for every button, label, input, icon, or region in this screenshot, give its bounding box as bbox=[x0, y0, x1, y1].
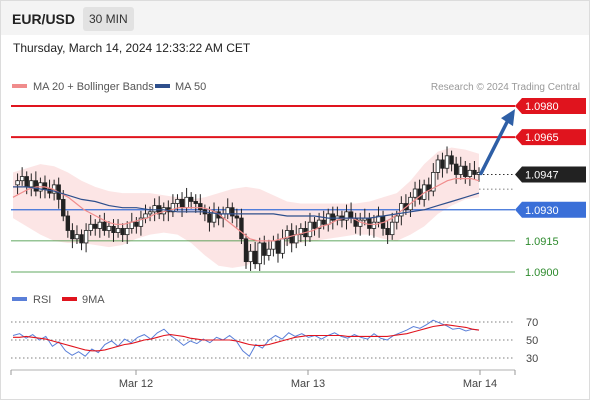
x-tick-label-2: Mar 14 bbox=[463, 378, 497, 390]
timeframe-badge[interactable]: 30 MIN bbox=[83, 7, 134, 31]
bollinger-band-area bbox=[13, 147, 479, 268]
level-label-0: 1.0980 bbox=[525, 101, 559, 113]
candle bbox=[134, 217, 139, 234]
level-label-1-tag bbox=[515, 129, 586, 146]
rsi-ma9-line bbox=[13, 324, 480, 352]
legend-swatch-9ma bbox=[62, 297, 77, 301]
candle bbox=[307, 212, 313, 242]
level-label-0-tag bbox=[515, 98, 586, 114]
candle bbox=[257, 237, 262, 271]
candle bbox=[170, 194, 176, 218]
candle bbox=[106, 221, 112, 238]
level-labels: 1.0980 1.0965 1.0930 1.0915 1.0900 1.0947 bbox=[515, 98, 586, 279]
level-label-1: 1.0965 bbox=[525, 132, 559, 144]
candle bbox=[467, 163, 473, 186]
candle bbox=[298, 223, 304, 242]
level-label-3: 1.0915 bbox=[525, 236, 559, 248]
symbol-title: EUR/USD bbox=[12, 11, 76, 27]
candle bbox=[29, 173, 34, 197]
candle bbox=[88, 214, 93, 236]
candle bbox=[102, 212, 107, 236]
candle bbox=[147, 206, 153, 222]
key-levels bbox=[11, 105, 515, 273]
candle bbox=[125, 221, 130, 244]
x-tick-label-0: Mar 12 bbox=[119, 378, 153, 390]
candle bbox=[33, 171, 39, 197]
candle bbox=[463, 160, 468, 184]
legend-swatch-ma50 bbox=[155, 84, 170, 88]
moving-averages bbox=[12, 178, 480, 242]
timestamp: Thursday, March 14, 2024 12:33:22 AM CET bbox=[13, 41, 251, 55]
candle bbox=[266, 239, 272, 261]
rsi-line bbox=[12, 319, 480, 357]
candle bbox=[97, 214, 103, 238]
rsi-tick-50: 50 bbox=[526, 335, 538, 347]
candle bbox=[74, 225, 80, 244]
candle bbox=[93, 219, 98, 236]
candle bbox=[120, 223, 125, 242]
candle bbox=[230, 202, 235, 224]
candle bbox=[458, 156, 463, 180]
candle bbox=[65, 210, 71, 238]
legend-label-9ma: 9MA bbox=[82, 294, 105, 306]
candle bbox=[312, 217, 317, 236]
candle bbox=[440, 152, 445, 178]
forecast bbox=[479, 109, 515, 190]
candle bbox=[344, 204, 349, 230]
bollinger-bands bbox=[13, 147, 479, 268]
legend-label-ma50: MA 50 bbox=[175, 81, 206, 93]
candle bbox=[358, 212, 363, 236]
candle bbox=[188, 192, 194, 209]
candle bbox=[70, 223, 75, 249]
candle bbox=[83, 223, 89, 253]
candle bbox=[111, 219, 116, 242]
candle bbox=[453, 156, 459, 184]
level-label-4: 1.0900 bbox=[525, 267, 559, 279]
candle bbox=[412, 181, 418, 207]
legend-label-ma20: MA 20 + Bollinger Bands bbox=[33, 81, 154, 93]
candle bbox=[284, 225, 290, 247]
candle bbox=[321, 210, 326, 230]
rsi-tick-70: 70 bbox=[526, 317, 538, 329]
x-tick-label-1: Mar 13 bbox=[291, 378, 325, 390]
candle bbox=[234, 208, 240, 228]
ma20-line bbox=[12, 178, 480, 242]
candle bbox=[444, 146, 450, 174]
candle bbox=[435, 154, 441, 180]
chart-header: EUR/USD 30 MIN bbox=[1, 1, 589, 35]
candle bbox=[239, 208, 244, 244]
candle bbox=[207, 206, 212, 232]
rsi-panel: 70 50 30 bbox=[11, 317, 538, 365]
legend-swatch-rsi bbox=[12, 297, 27, 301]
candle bbox=[385, 221, 390, 244]
current-price-label-tag bbox=[515, 166, 586, 183]
current-price-label: 1.0947 bbox=[525, 169, 559, 181]
legend-label-rsi: RSI bbox=[33, 294, 51, 306]
candle bbox=[252, 241, 258, 269]
source-credit: Research © 2024 Trading Central bbox=[431, 82, 580, 93]
x-axis: Mar 12 Mar 13 Mar 14 bbox=[10, 370, 516, 390]
candle bbox=[449, 150, 454, 172]
forecast-arrow-head bbox=[501, 109, 515, 127]
ma50-line bbox=[13, 186, 480, 219]
candle bbox=[193, 194, 198, 213]
candle bbox=[115, 219, 121, 238]
legend-swatch-ma20 bbox=[12, 84, 27, 88]
level-label-2-tag bbox=[515, 201, 586, 218]
candle bbox=[15, 173, 20, 195]
rsi-tick-30: 30 bbox=[526, 353, 538, 365]
candle bbox=[79, 229, 84, 251]
candle bbox=[243, 233, 249, 269]
candle bbox=[371, 214, 377, 238]
candle bbox=[472, 160, 477, 180]
candle bbox=[138, 210, 144, 236]
level-label-2: 1.0930 bbox=[525, 205, 559, 217]
forecast-arrow-shaft bbox=[479, 118, 510, 176]
candle bbox=[248, 243, 253, 271]
candle bbox=[275, 233, 281, 263]
candle bbox=[19, 167, 25, 186]
candle bbox=[431, 163, 436, 197]
